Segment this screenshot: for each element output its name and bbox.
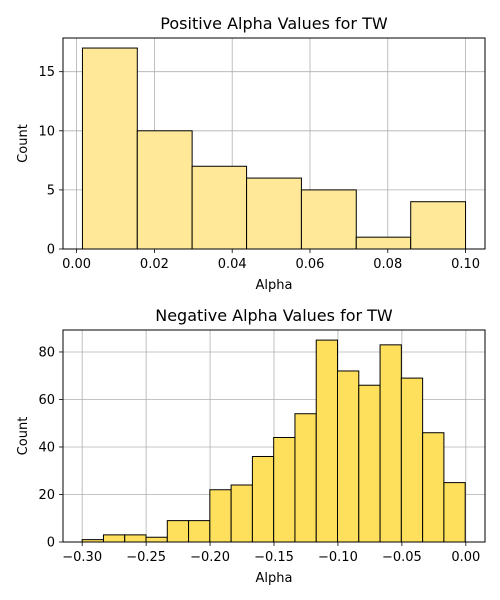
histogram-bar bbox=[355, 236, 412, 250]
histogram-bar bbox=[230, 484, 253, 543]
histogram-bar bbox=[166, 520, 190, 543]
y-tick-label: 15 bbox=[38, 65, 55, 80]
y-tick-label: 80 bbox=[38, 345, 55, 360]
y-tick-label: 10 bbox=[38, 124, 55, 139]
x-tick-label: −0.15 bbox=[254, 550, 294, 565]
histogram-bar bbox=[358, 384, 381, 543]
x-tick-label: 0.00 bbox=[451, 550, 480, 565]
x-tick-label: 0.08 bbox=[373, 257, 402, 272]
histogram-bar bbox=[136, 130, 193, 250]
y-tick-label: 5 bbox=[47, 183, 55, 198]
x-tick-label: 0.10 bbox=[451, 257, 480, 272]
y-tick-label: 0 bbox=[47, 243, 55, 258]
histogram-bar bbox=[273, 436, 296, 543]
x-tick-label: 0.04 bbox=[218, 257, 247, 272]
x-tick-label: 0.06 bbox=[296, 257, 325, 272]
histogram-bar bbox=[209, 489, 232, 543]
x-tick-label: −0.20 bbox=[190, 550, 230, 565]
histogram-bar bbox=[191, 165, 248, 250]
y-tick-label: 0 bbox=[47, 536, 55, 551]
y-tick-label: 40 bbox=[38, 440, 55, 455]
histogram-bar bbox=[422, 432, 445, 543]
chart-title: Negative Alpha Values for TW bbox=[155, 306, 393, 325]
y-tick-label: 20 bbox=[38, 488, 55, 503]
histogram-bar bbox=[315, 339, 339, 543]
x-tick-label: 0.02 bbox=[140, 257, 169, 272]
histogram-bar bbox=[294, 413, 317, 543]
histogram-bar bbox=[188, 520, 211, 543]
y-tick-label: 60 bbox=[38, 393, 55, 408]
x-tick-label: −0.05 bbox=[382, 550, 422, 565]
y-axis-label: Count bbox=[16, 417, 31, 456]
histogram-bar bbox=[246, 177, 302, 250]
histogram-bar bbox=[300, 189, 357, 250]
chart-2: −0.30 −0.25 −0.20 −0.15 −0.10 −0.05 0.00 0 20 40 6… bbox=[16, 306, 486, 586]
chart-1: 0.00 0.02 0.04 0.06 0.08 0.10 0 5 10 15 Positive A… bbox=[16, 14, 486, 293]
histogram-bar bbox=[124, 534, 147, 543]
x-tick-label: −0.25 bbox=[126, 550, 166, 565]
x-axis-label: Alpha bbox=[256, 278, 293, 293]
y-axis-label: Count bbox=[16, 124, 31, 163]
histogram-bar bbox=[337, 370, 360, 543]
histogram-bar bbox=[251, 455, 275, 543]
chart-title: Positive Alpha Values for TW bbox=[160, 14, 388, 33]
histogram-bar bbox=[410, 201, 467, 250]
axes-frame bbox=[62, 37, 486, 250]
histogram-bar bbox=[443, 482, 466, 543]
histogram-bar bbox=[400, 377, 424, 543]
histogram-bar bbox=[379, 344, 402, 543]
x-tick-label: −0.10 bbox=[318, 550, 358, 565]
histogram-bar bbox=[145, 536, 168, 543]
histogram-bar bbox=[81, 47, 138, 250]
x-tick-label: 0.00 bbox=[62, 257, 91, 272]
histogram-bar bbox=[102, 534, 126, 543]
x-tick-label: −0.30 bbox=[62, 550, 102, 565]
x-axis-label: Alpha bbox=[256, 571, 293, 586]
